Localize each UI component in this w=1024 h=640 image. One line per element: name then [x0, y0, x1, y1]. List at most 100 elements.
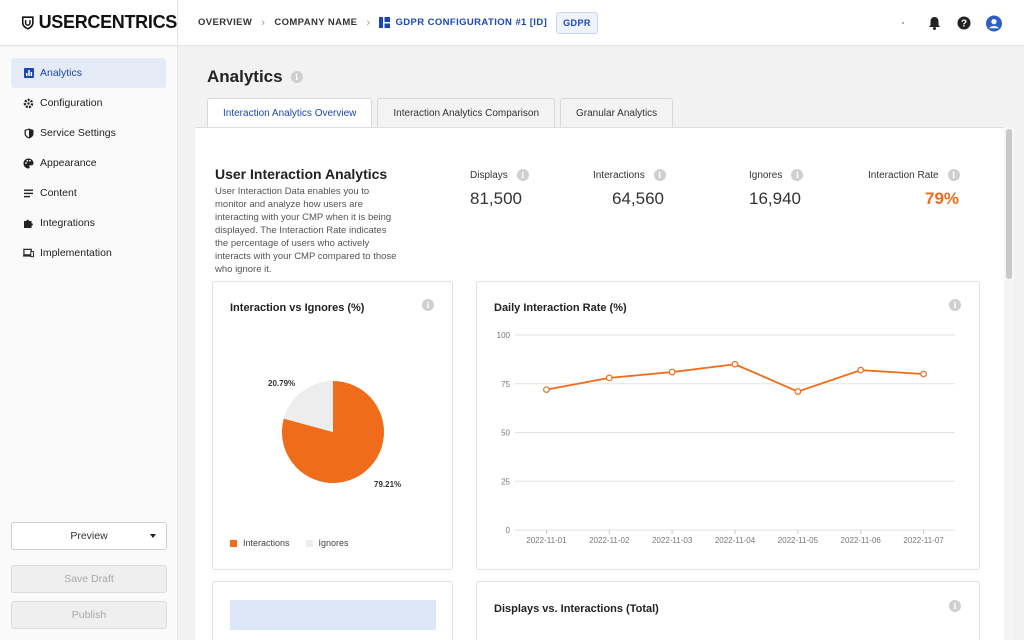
data-point[interactable]	[605, 374, 613, 382]
chevron-right-icon: ›	[366, 16, 371, 29]
data-point[interactable]	[794, 388, 802, 395]
tab-interaction-analytics-comparison[interactable]: Interaction Analytics Comparison	[377, 98, 556, 128]
dot-icon	[902, 22, 904, 24]
puzzle-icon	[23, 218, 34, 229]
stat-value: 81,500	[470, 189, 522, 208]
tab-bar: Interaction Analytics Overview Interacti…	[207, 98, 674, 128]
info-icon[interactable]: i	[516, 169, 529, 181]
legend-swatch-interactions	[230, 539, 237, 547]
tab-interaction-analytics-overview[interactable]: Interaction Analytics Overview	[207, 98, 373, 128]
legend-label-interactions[interactable]: Interactions	[243, 538, 290, 548]
breadcrumb-config-label: GDPR CONFIGURATION #1 [ID]	[395, 17, 548, 28]
sidebar-nav: Analytics Configuration Service Settings…	[0, 47, 177, 268]
pie-slice-ignores[interactable]	[283, 381, 333, 432]
info-icon[interactable]: i	[791, 169, 804, 181]
pie-data-label-interactions: 79.21%	[374, 480, 401, 489]
series-line	[546, 363, 924, 393]
data-point[interactable]	[543, 386, 550, 393]
legend-label-ignores[interactable]: Ignores	[318, 538, 349, 548]
pie-chart-card: Interaction vs Ignores (%) i 79.21% 20.79…	[212, 281, 453, 570]
sidebar-item-label: Appearance	[40, 157, 97, 169]
breadcrumb-company[interactable]: COMPANY NAME	[274, 17, 358, 28]
gdpr-badge: GDPR	[556, 11, 598, 34]
info-icon[interactable]: i	[290, 71, 303, 83]
tab-granular-analytics[interactable]: Granular Analytics	[560, 98, 674, 128]
sidebar-item-label: Integrations	[40, 217, 95, 229]
line-chart: 0 25 50 75 100 2022-11-01 2022-11-02 2022-11-03…	[497, 331, 955, 545]
stat-label: Interactions	[593, 169, 645, 181]
stat-ignores: Ignores i 16,940	[749, 169, 804, 209]
page-title: Analytics i	[207, 67, 303, 87]
totals-chart-card: Displays vs. Interactions (Total) i	[476, 581, 980, 640]
data-point[interactable]	[920, 370, 927, 378]
breadcrumb-overview[interactable]: OVERVIEW	[198, 17, 253, 28]
sidebar-item-service-settings[interactable]: Service Settings	[11, 118, 166, 148]
x-tick-label: 2022-11-06	[841, 536, 882, 545]
info-icon[interactable]: i	[947, 169, 960, 181]
breadcrumb: OVERVIEW › COMPANY NAME › GDPR CONFIGURA…	[178, 11, 598, 34]
palette-icon	[23, 158, 34, 169]
data-point[interactable]	[857, 366, 865, 374]
svg-text:?: ?	[961, 19, 967, 30]
info-icon[interactable]: i	[949, 299, 961, 311]
x-tick-label: 2022-11-03	[652, 536, 693, 545]
help-icon[interactable]: ?	[956, 15, 972, 31]
y-tick-label: 75	[501, 380, 510, 389]
x-tick-label: 2022-11-05	[778, 536, 819, 545]
sidebar-item-integrations[interactable]: Integrations	[11, 208, 166, 238]
tab-panel: User Interaction Analytics User Interact…	[195, 127, 1014, 640]
sidebar-item-implementation[interactable]: Implementation	[11, 238, 166, 268]
scrollbar-thumb[interactable]	[1006, 129, 1012, 279]
y-tick-label: 0	[506, 526, 511, 535]
preview-label: Preview	[70, 530, 108, 542]
preview-dropdown[interactable]: Preview	[11, 522, 167, 550]
data-point[interactable]	[731, 360, 739, 368]
sidebar-item-appearance[interactable]: Appearance	[11, 148, 166, 178]
pie-data-label-ignores: 20.79%	[268, 379, 295, 388]
x-tick-label: 2022-11-02	[589, 536, 630, 545]
configuration-icon	[379, 17, 391, 28]
user-avatar-icon[interactable]	[986, 15, 1002, 31]
save-draft-button[interactable]: Save Draft	[11, 565, 167, 593]
sidebar-item-label: Configuration	[40, 97, 103, 109]
devices-icon	[23, 248, 34, 259]
sidebar-item-label: Service Settings	[40, 127, 116, 139]
logo-text: USERCENTRICS	[38, 12, 178, 32]
stat-label: Ignores	[749, 169, 783, 181]
stat-value: 64,560	[612, 189, 664, 208]
shield-logo-icon	[22, 15, 34, 30]
sidebar-item-label: Content	[40, 187, 77, 199]
stat-value: 79%	[925, 189, 960, 208]
summary-description: User Interaction Data enables you to mon…	[215, 186, 397, 275]
y-tick-label: 100	[497, 331, 511, 340]
pie-chart-title: Interaction vs Ignores (%)	[230, 302, 365, 314]
stat-interaction-rate: Interaction Rate i 79%	[868, 169, 960, 209]
caret-down-icon	[150, 534, 156, 538]
publish-button[interactable]: Publish	[11, 601, 167, 629]
bar-chart-icon	[23, 68, 34, 79]
sidebar-item-content[interactable]: Content	[11, 178, 166, 208]
sidebar: Analytics Configuration Service Settings…	[0, 47, 178, 640]
line-chart-title: Daily Interaction Rate (%)	[494, 302, 627, 314]
summary-title: User Interaction Analytics	[215, 166, 388, 182]
pie-legend: Interactions Ignores	[230, 538, 349, 548]
sidebar-item-analytics[interactable]: Analytics	[11, 58, 166, 88]
info-icon[interactable]: i	[949, 600, 961, 612]
stat-label: Displays	[470, 169, 508, 181]
breadcrumb-config[interactable]: GDPR CONFIGURATION #1 [ID]	[379, 17, 547, 28]
logo[interactable]: USERCENTRICS	[0, 0, 178, 46]
line-chart-card: Daily Interaction Rate (%) i 0 25 50 75 100 2…	[476, 281, 980, 570]
data-point[interactable]	[668, 368, 676, 376]
chevron-right-icon: ›	[261, 16, 266, 29]
stat-value: 16,940	[749, 189, 801, 208]
sidebar-item-configuration[interactable]: Configuration	[11, 88, 166, 118]
info-icon[interactable]: i	[653, 169, 666, 181]
top-icons: ?	[902, 0, 1002, 46]
bell-icon[interactable]	[926, 15, 942, 31]
stat-displays: Displays i 81,500	[470, 169, 529, 209]
info-icon[interactable]: i	[422, 299, 434, 311]
x-tick-label: 2022-11-01	[526, 536, 567, 545]
scrollbar[interactable]	[1004, 127, 1014, 640]
chart-placeholder	[230, 600, 436, 630]
stat-label: Interaction Rate	[868, 169, 939, 181]
